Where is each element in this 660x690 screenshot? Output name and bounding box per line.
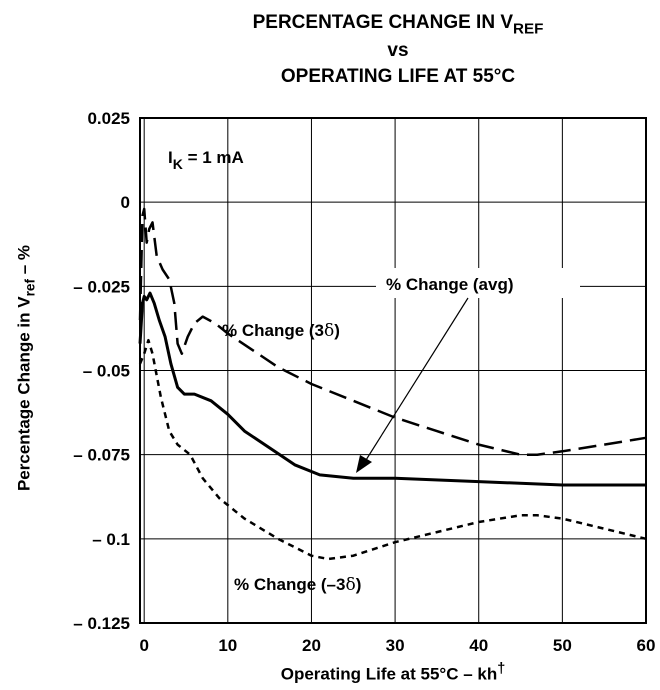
y-tick-label: – 0.05 <box>83 362 130 381</box>
avg-pointer-line <box>365 297 469 461</box>
x-tick-labels: 0 10 20 30 40 50 60 <box>139 636 655 655</box>
y-tick-label: 0 <box>121 193 130 212</box>
x-tick-label: 10 <box>218 636 237 655</box>
x-tick-label: 20 <box>302 636 321 655</box>
avg-pointer-arrowhead <box>356 455 372 473</box>
y-tick-label: – 0.125 <box>73 614 130 633</box>
series-line-avg <box>138 291 646 487</box>
plot-frame <box>139 117 647 624</box>
y-tick-label: – 0.025 <box>73 277 130 296</box>
x-tick-label: 50 <box>553 636 572 655</box>
series-line-plus-3-sigma <box>138 207 647 456</box>
series-lines <box>138 207 647 561</box>
chart-title-line-1: PERCENTAGE CHANGE IN VREF <box>252 12 544 38</box>
y-tick-label: – 0.1 <box>92 530 130 549</box>
y-tick-label: – 0.075 <box>73 446 130 465</box>
x-tick-label: 0 <box>139 636 148 655</box>
avg-label-background <box>376 268 580 298</box>
plus-3-sigma-label: % Change (3δ) <box>222 321 340 341</box>
x-tick-label: 30 <box>386 636 405 655</box>
avg-series-label: % Change (avg) <box>386 275 514 294</box>
chart-title-line-2: vs <box>387 40 409 61</box>
minus-3-sigma-label: % Change (–3δ) <box>234 575 361 595</box>
x-tick-label: 60 <box>637 636 656 655</box>
series-line-minus-3-sigma <box>138 338 647 561</box>
y-tick-label: 0.025 <box>87 109 130 128</box>
chart-title-line-3: OPERATING LIFE AT 55°C <box>280 66 516 87</box>
x-axis-label: Operating Life at 55°C – kh† <box>280 661 506 684</box>
y-tick-labels: 0.025 0 – 0.025 – 0.05 – 0.075 – 0.1 – 0.125 <box>73 109 130 633</box>
x-tick-label: 40 <box>469 636 488 655</box>
condition-label: IK = 1 mA <box>168 148 244 172</box>
y-axis-label: Percentage Change in Vref – % <box>14 244 38 492</box>
annotations: IK = 1 mA % Change (avg) % Change (3δ) % Ch… <box>168 148 580 595</box>
grid-lines <box>140 117 647 624</box>
